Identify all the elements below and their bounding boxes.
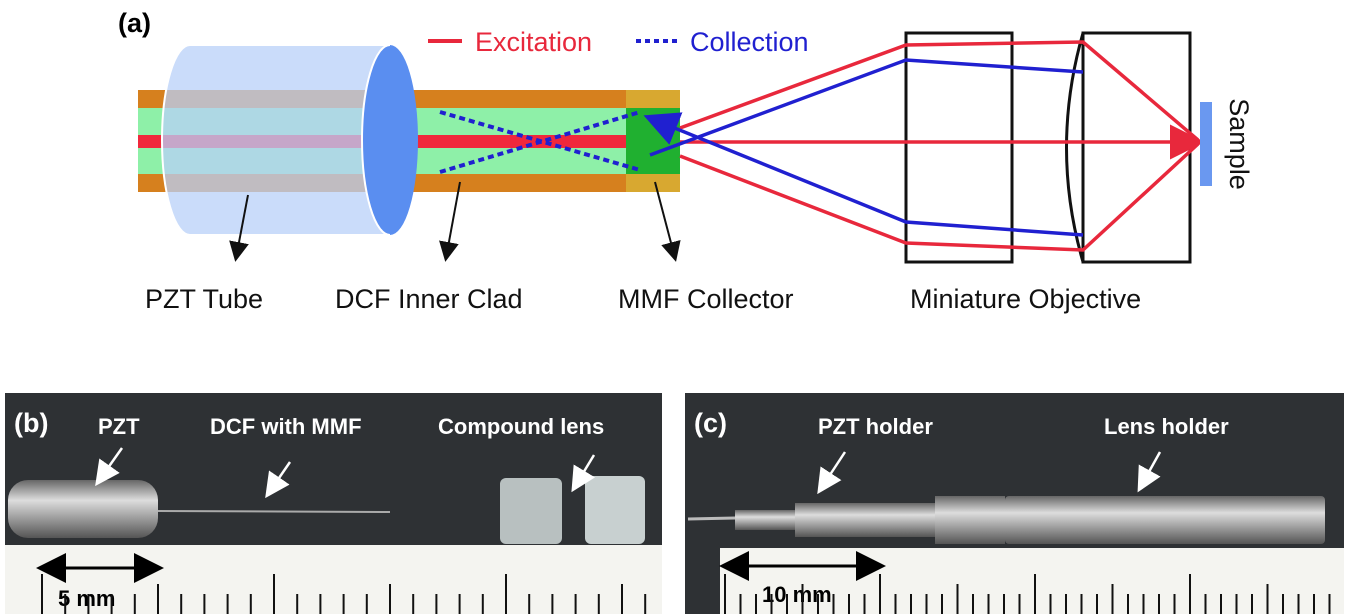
annotation: DCF with MMF [210,414,362,439]
component-label: Miniature Objective [910,284,1141,314]
lens-holder-photo [1005,496,1325,544]
lens-photo [500,478,562,544]
pointer [446,182,460,258]
sample [1200,102,1212,186]
component-label: MMF Collector [618,284,794,314]
legend-text: Collection [690,27,809,57]
panel-b: (b) PZT DCF with MMF Compound lens 5 mm [5,393,662,614]
fiber-photo [158,511,390,512]
sample-label: Sample [1224,98,1254,190]
collection-ray [650,60,1083,235]
pzt-tube [162,45,390,235]
excitation-ray [680,42,1198,250]
fiber-photo [688,518,735,519]
annotation: Compound lens [438,414,604,439]
scale-label: 5 mm [58,586,115,611]
annotation: Lens holder [1104,414,1229,439]
component-label: PZT Tube [145,284,263,314]
panel-label: (c) [694,408,727,438]
lens-photo [585,476,645,544]
pzt-holder-photo [795,503,935,537]
holder-photo [735,510,795,530]
panel-a: (a) Excitation Collection Sample PZT Tub… [118,8,1254,314]
pointer [655,182,675,258]
panel-label: (b) [14,408,48,438]
panel-c: (c) PZT holder Lens holder 10 mm [685,393,1344,614]
lens [1083,33,1190,262]
annotation: PZT [98,414,140,439]
pzt-photo [8,480,158,538]
lens-curve [1067,33,1084,262]
annotation: PZT holder [818,414,933,439]
legend-text: Excitation [475,27,592,57]
panel-label: (a) [118,8,151,38]
holder-photo [935,496,1005,544]
figure: (a) Excitation Collection Sample PZT Tub… [0,0,1349,614]
component-label: DCF Inner Clad [335,284,523,314]
